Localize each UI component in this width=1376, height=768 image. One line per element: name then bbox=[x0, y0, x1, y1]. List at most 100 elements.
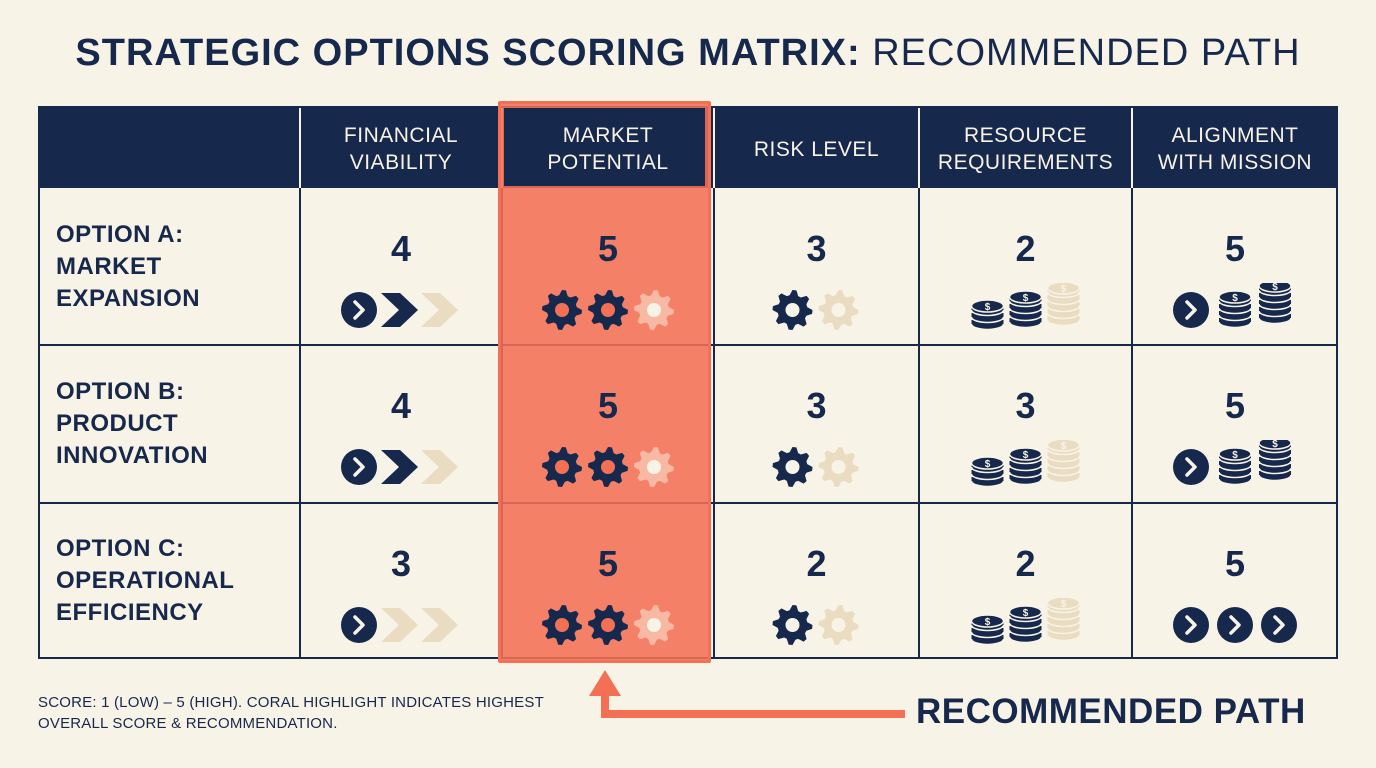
score-icons bbox=[542, 605, 674, 645]
chevron-arrow-icon bbox=[421, 608, 458, 642]
score-value: 3 bbox=[806, 228, 827, 269]
score-cell: 3 bbox=[714, 345, 919, 503]
score-value: 2 bbox=[806, 543, 827, 584]
svg-text:$: $ bbox=[1232, 450, 1238, 461]
svg-text:$: $ bbox=[1023, 293, 1029, 304]
score-cell: 5 bbox=[502, 503, 714, 659]
coin-stack-icon: $ bbox=[1258, 440, 1292, 482]
score-cell: 5 $ $ bbox=[1132, 345, 1338, 503]
chevron-circle-icon bbox=[341, 607, 377, 643]
score-cell: 2 $ $ $ bbox=[919, 503, 1132, 659]
header-divider bbox=[713, 108, 715, 188]
score-value: 5 bbox=[597, 543, 619, 584]
svg-text:$: $ bbox=[1061, 441, 1067, 452]
column-header: ALIGNMENT WITH MISSION bbox=[1157, 124, 1313, 174]
title-bold: STRATEGIC OPTIONS SCORING MATRIX: bbox=[75, 32, 861, 74]
row-header: OPTION A: MARKET EXPANSION bbox=[56, 220, 201, 312]
grid-column-divider bbox=[713, 108, 715, 657]
chevron-circle-icon bbox=[341, 292, 377, 328]
score-cell: 3 $ $ $ bbox=[919, 345, 1132, 503]
row-header: OPTION C: OPERATIONAL EFFICIENCY bbox=[56, 535, 235, 626]
score-value: 5 bbox=[1224, 228, 1246, 269]
chevron-circle-icon bbox=[1173, 449, 1209, 485]
score-value: 3 bbox=[390, 543, 412, 584]
title-light: RECOMMENDED PATH bbox=[872, 32, 1301, 74]
header-divider bbox=[1131, 108, 1133, 188]
score-cell: 4 bbox=[300, 345, 502, 503]
score-cell: 5 bbox=[1132, 503, 1338, 659]
grid-column-divider bbox=[1131, 108, 1133, 657]
svg-text:$: $ bbox=[985, 459, 991, 470]
svg-text:$: $ bbox=[1061, 599, 1067, 610]
chevron-arrow-icon bbox=[421, 293, 458, 327]
svg-text:$: $ bbox=[1272, 440, 1278, 450]
svg-text:$: $ bbox=[1232, 293, 1238, 304]
svg-text:$: $ bbox=[1023, 450, 1029, 461]
column-header: RESOURCE REQUIREMENTS bbox=[937, 124, 1114, 174]
coin-stack-icon: $ bbox=[1258, 283, 1292, 325]
coin-stack-icon: $ bbox=[1046, 440, 1081, 484]
recommended-path-label: RECOMMENDED PATH bbox=[916, 692, 1306, 731]
header-divider bbox=[918, 108, 920, 188]
page-title: STRATEGIC OPTIONS SCORING MATRIX: RECOMM… bbox=[0, 32, 1376, 75]
chevron-arrow-icon bbox=[381, 293, 418, 327]
column-header: RISK LEVEL bbox=[753, 137, 880, 161]
chevron-arrow-icon bbox=[381, 450, 418, 484]
column-header: FINANCIAL VIABILITY bbox=[343, 124, 459, 174]
coin-stack-icon: $ bbox=[1008, 447, 1043, 486]
score-cell: 3 bbox=[300, 503, 502, 659]
score-value: 2 bbox=[1015, 228, 1036, 269]
grid-column-divider bbox=[918, 108, 920, 657]
row-header: OPTION B: PRODUCT INNOVATION bbox=[56, 378, 209, 469]
score-cell: 4 bbox=[300, 188, 502, 345]
coin-stack-icon: $ bbox=[1008, 605, 1043, 644]
chevron-circle-icon bbox=[341, 449, 377, 485]
recommended-column-highlight bbox=[498, 101, 711, 663]
score-icons: $$ bbox=[1173, 283, 1292, 329]
score-cell: 5 $ $ bbox=[1132, 188, 1338, 345]
svg-text:$: $ bbox=[985, 617, 991, 628]
score-icons: $ $ $ bbox=[970, 440, 1081, 488]
coin-stack-icon: $ bbox=[1218, 447, 1252, 486]
chevron-arrow-icon bbox=[381, 608, 418, 642]
score-value: 3 bbox=[1015, 385, 1036, 426]
svg-text:$: $ bbox=[985, 302, 991, 313]
score-value: 4 bbox=[390, 385, 412, 426]
score-cell: 3 bbox=[714, 188, 919, 345]
score-icons bbox=[341, 607, 458, 643]
recommended-column-header-bg bbox=[504, 108, 705, 186]
chevron-circle-icon bbox=[1217, 607, 1253, 643]
score-icons bbox=[341, 292, 458, 328]
score-cell: 2 bbox=[714, 503, 919, 659]
coin-stack-icon: $ bbox=[970, 456, 1005, 488]
score-icons bbox=[772, 290, 859, 330]
coin-stack-icon: $ bbox=[970, 614, 1005, 646]
score-value: 3 bbox=[806, 385, 827, 426]
chevron-circle-icon bbox=[1261, 607, 1297, 643]
column-header: MARKET POTENTIAL bbox=[547, 124, 669, 174]
score-icons bbox=[542, 290, 674, 330]
score-icons bbox=[772, 447, 859, 487]
score-icons: $$ bbox=[1173, 440, 1292, 486]
score-value: 5 bbox=[1224, 543, 1246, 584]
score-value: 5 bbox=[1224, 385, 1246, 426]
coin-stack-icon: $ bbox=[1008, 290, 1043, 329]
score-icons bbox=[542, 447, 674, 487]
chevron-circle-icon bbox=[1173, 607, 1209, 643]
score-footnote: SCORE: 1 (LOW) – 5 (HIGH). CORAL HIGHLIG… bbox=[38, 694, 544, 732]
score-cell: 5 bbox=[502, 188, 714, 345]
score-icons bbox=[772, 605, 859, 645]
score-value: 5 bbox=[597, 385, 619, 426]
svg-text:$: $ bbox=[1061, 284, 1067, 295]
score-icons bbox=[341, 449, 458, 485]
score-cell: 5 bbox=[502, 345, 714, 503]
score-value: 4 bbox=[390, 228, 412, 269]
score-icons: $ $ $ bbox=[970, 598, 1081, 646]
coin-stack-icon: $ bbox=[970, 299, 1005, 331]
coin-stack-icon: $ bbox=[1218, 290, 1252, 329]
svg-text:$: $ bbox=[1023, 608, 1029, 619]
score-icons: $ $ $ bbox=[970, 283, 1081, 331]
coin-stack-icon: $ bbox=[1046, 598, 1081, 642]
grid-column-divider bbox=[299, 108, 301, 657]
score-cell: 2 $ $ $ bbox=[919, 188, 1132, 345]
